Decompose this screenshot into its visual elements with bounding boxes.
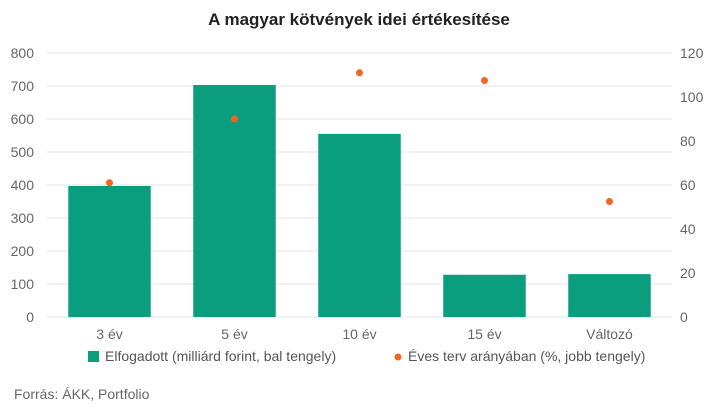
left-axis-tick-label: 100: [11, 276, 35, 292]
bar: [68, 185, 151, 317]
x-axis-tick-label: 15 év: [467, 326, 501, 342]
left-axis-tick-label: 800: [11, 45, 35, 61]
bar: [568, 274, 651, 317]
x-axis-tick-label: 3 év: [96, 326, 122, 342]
right-axis-tick-label: 40: [680, 221, 696, 237]
data-point: [106, 179, 113, 187]
right-axis-ticks: 0 20 40 60 80 100 120: [680, 45, 704, 325]
right-axis-tick-label: 0: [680, 309, 688, 325]
bar: [318, 133, 401, 317]
left-axis-tick-label: 600: [11, 111, 35, 127]
bar: [193, 85, 276, 317]
data-point: [231, 115, 238, 123]
data-point: [481, 77, 488, 84]
right-axis-tick-label: 100: [680, 89, 704, 105]
legend: Elfogadott (milliárd forint, bal tengely…: [88, 348, 645, 364]
left-axis-tick-label: 700: [11, 78, 35, 94]
legend-bar-swatch: [88, 351, 99, 362]
right-axis-tick-label: 80: [680, 133, 696, 149]
bar: [443, 274, 526, 317]
left-axis-tick-label: 300: [11, 210, 35, 226]
points-layer: [106, 69, 613, 205]
left-axis-tick-label: 0: [26, 309, 34, 325]
legend-dot-swatch: [394, 353, 402, 361]
x-axis-tick-label: 5 év: [221, 326, 247, 342]
legend-bar-label: Elfogadott (milliárd forint, bal tengely…: [105, 348, 336, 364]
data-point: [356, 69, 363, 77]
right-axis-tick-label: 60: [680, 177, 696, 193]
left-axis-tick-label: 500: [11, 144, 35, 160]
left-axis-ticks: 0 100 200 300 400 500 600 700 800: [11, 45, 35, 325]
chart-title: A magyar kötvények idei értékesítése: [208, 10, 510, 29]
right-axis-tick-label: 120: [680, 45, 704, 61]
data-point: [606, 198, 613, 205]
source-note: Forrás: ÁKK, Portfolio: [14, 386, 150, 402]
bars-layer: [68, 85, 651, 317]
left-axis-tick-label: 200: [11, 243, 35, 259]
legend-dot-label: Éves terv arányában (%, jobb tengely): [408, 348, 645, 364]
x-axis-tick-label: 10 év: [342, 326, 376, 342]
x-axis-tick-label: Változó: [586, 326, 633, 342]
right-axis-tick-label: 20: [680, 265, 696, 281]
left-axis-tick-label: 400: [11, 177, 35, 193]
x-axis-ticks: 3 év 5 év 10 év 15 év Változó: [96, 326, 633, 342]
